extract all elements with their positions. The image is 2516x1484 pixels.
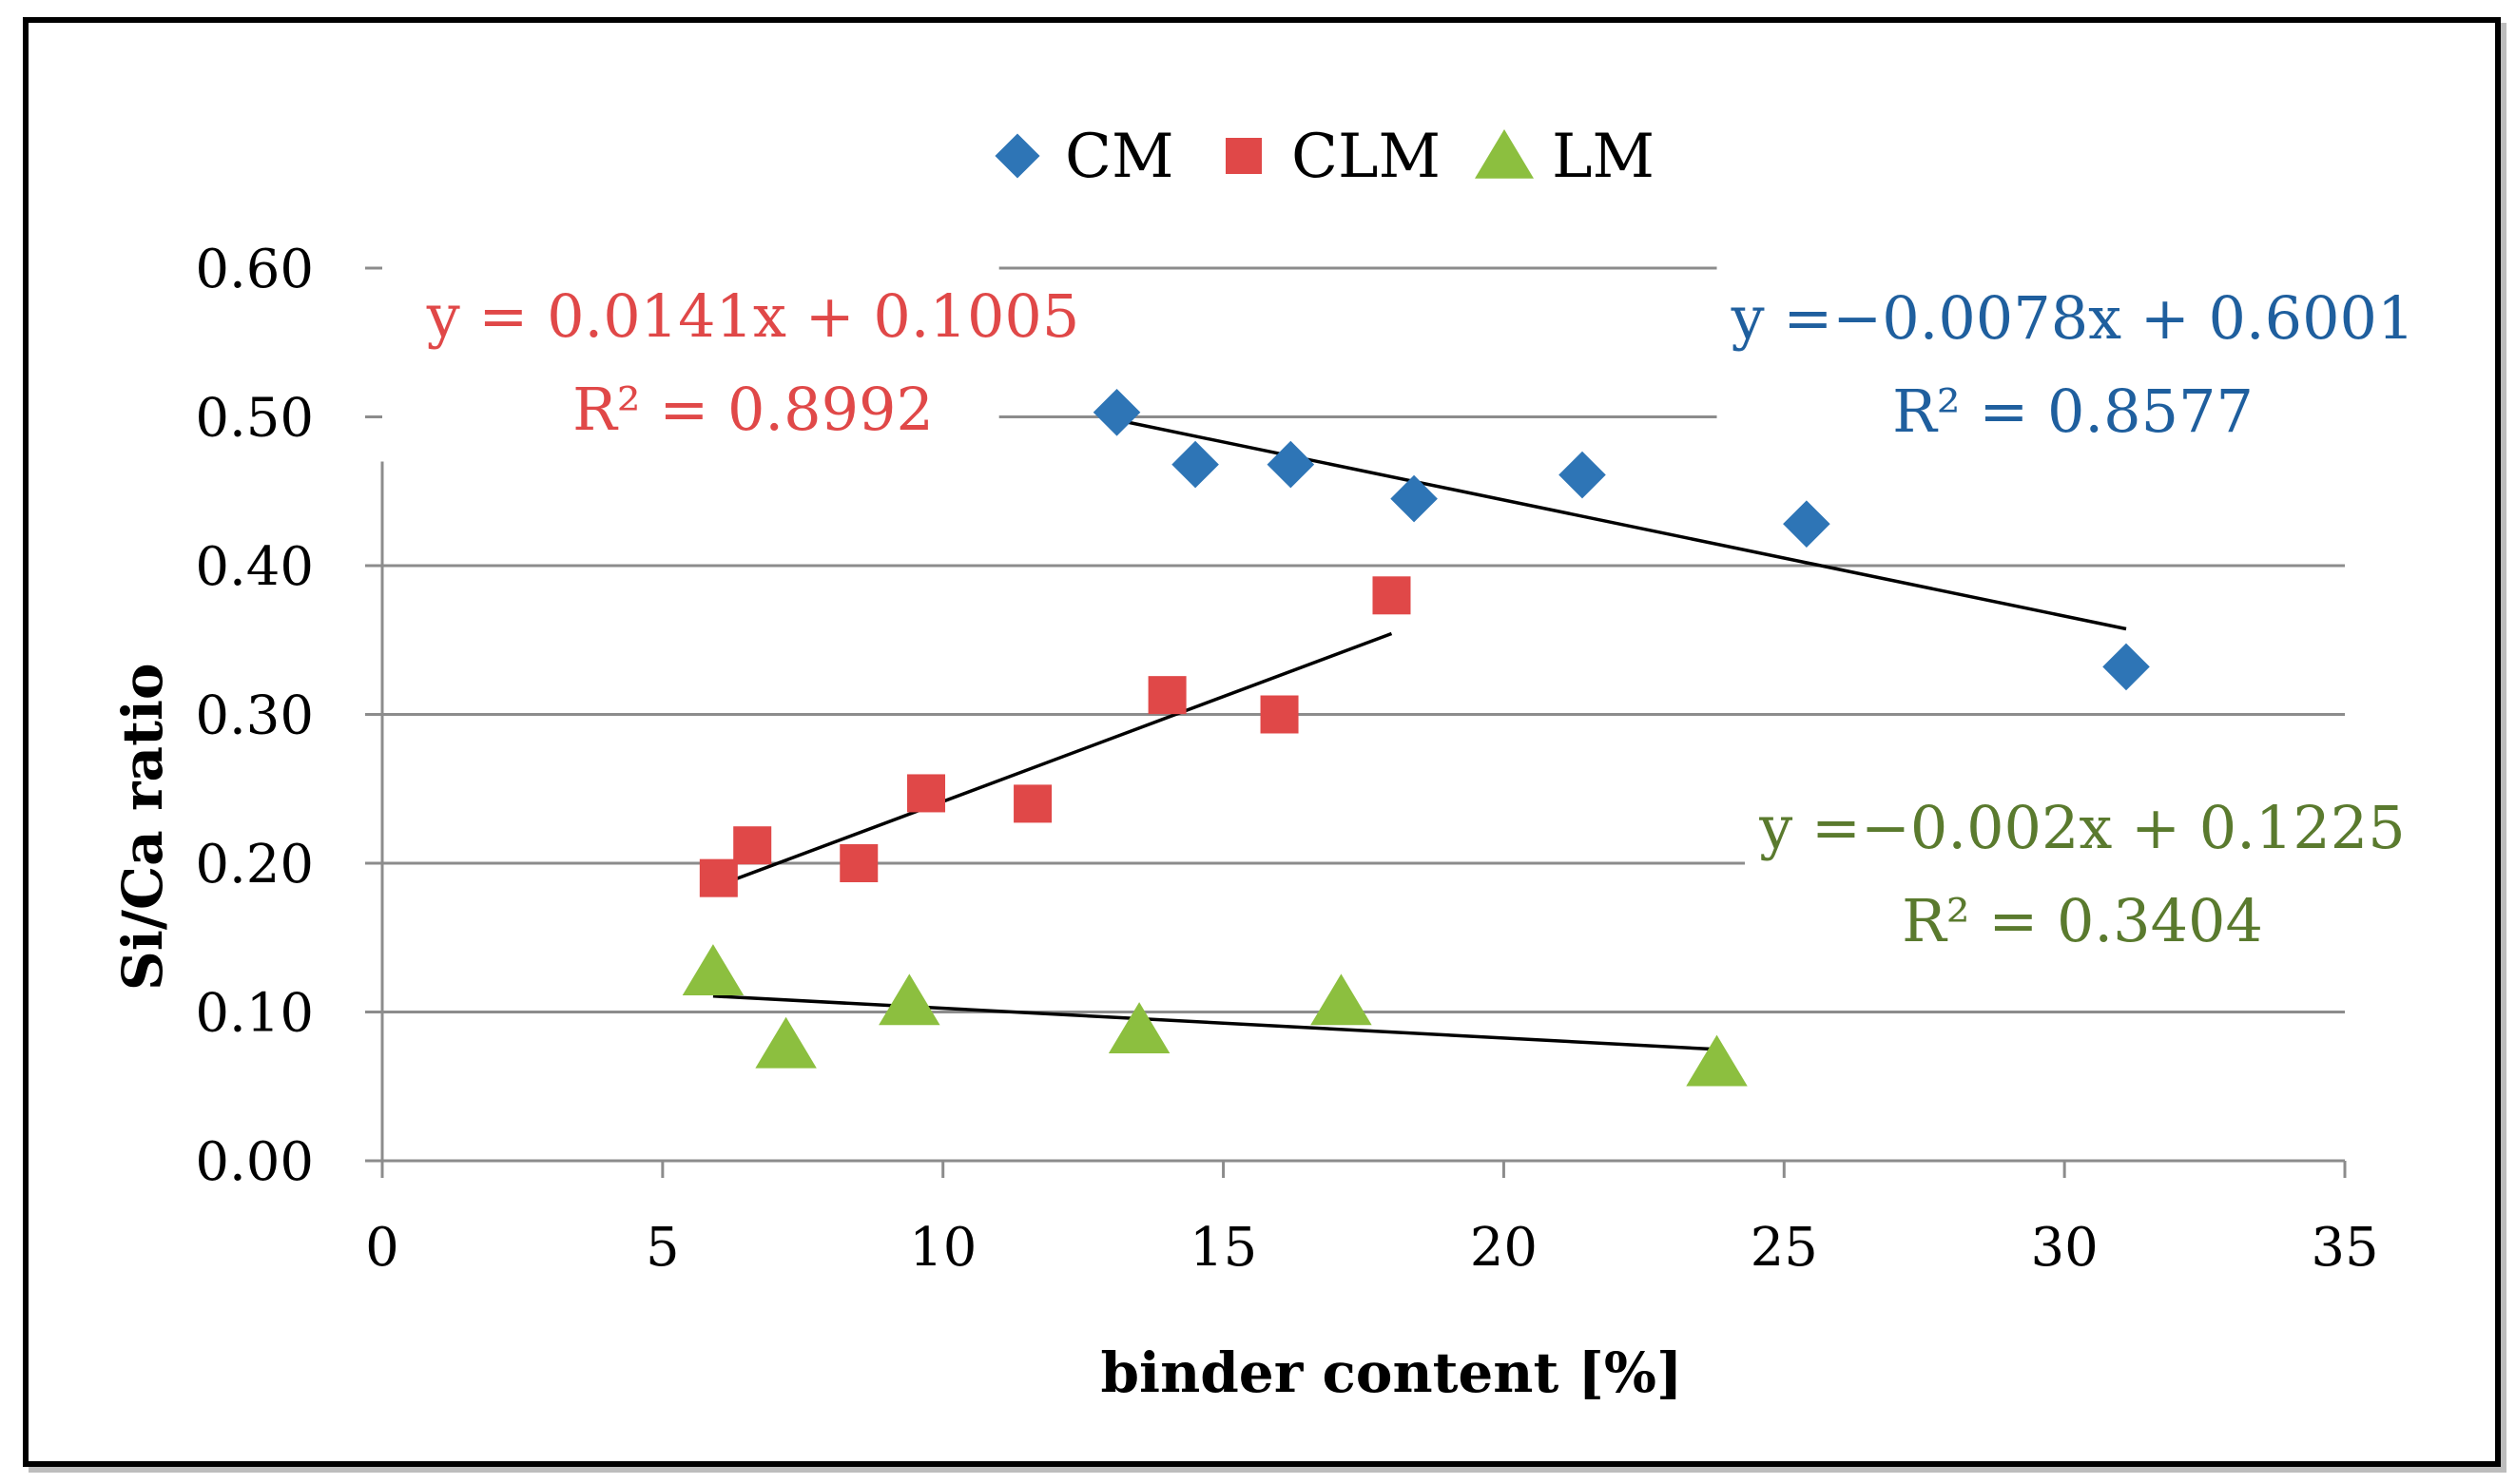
clm-point: [1372, 576, 1411, 615]
y-tick-label: 0.40: [195, 536, 314, 598]
clm-point: [1260, 695, 1299, 734]
trendline-clm: [718, 631, 1393, 887]
y-tick-label: 0.20: [195, 834, 314, 896]
y-tick-label: 0.10: [195, 983, 314, 1045]
x-tick-label: 15: [1190, 1217, 1257, 1279]
x-tick-label: 10: [909, 1217, 977, 1279]
x-tick-label: 35: [2311, 1217, 2378, 1279]
legend-marker-cm: [995, 133, 1040, 179]
trendline-cm: [1116, 418, 2127, 631]
data-markers: [682, 389, 2150, 1087]
legend-label-lm: LM: [1552, 122, 1655, 192]
cm-point: [1558, 451, 1606, 499]
cm-point: [1093, 389, 1141, 436]
labels: 0 5 10 15 20 25 30 35 0.00 0.10 0.20 0.30 0.40 0.50 0.…: [110, 122, 2414, 1405]
x-axis-title: binder content [%]: [1100, 1340, 1682, 1405]
x-tick-label: 20: [1470, 1217, 1538, 1279]
lm-point: [1108, 1002, 1171, 1054]
cm-point: [1267, 440, 1315, 489]
r-squared-cm: R² = 0.8577: [1892, 376, 2254, 446]
clm-point: [907, 774, 946, 813]
trendline-lm: [712, 994, 1717, 1051]
legend-marker-lm: [1475, 129, 1534, 179]
y-tick-label: 0.30: [195, 685, 314, 747]
legend-marker-clm: [1226, 138, 1262, 174]
cm-point: [2102, 643, 2150, 691]
y-tick-label: 0.00: [195, 1131, 314, 1193]
lm-point: [1686, 1034, 1748, 1087]
legend-label-cm: CM: [1065, 122, 1174, 192]
x-tick-label: 5: [646, 1217, 680, 1279]
x-tick-label: 30: [2031, 1217, 2099, 1279]
y-tick-label: 0.50: [195, 388, 314, 450]
x-tick-label: 25: [1751, 1217, 1818, 1279]
lm-point: [1310, 973, 1372, 1026]
chart-frame: 0 5 10 15 20 25 30 35 0.00 0.10 0.20 0.30 0.40 0.50 0.…: [23, 17, 2501, 1467]
r-squared-lm: R² = 0.3404: [1902, 886, 2263, 955]
clm-point: [699, 858, 738, 897]
clm-point: [840, 844, 879, 882]
clm-point: [1148, 676, 1187, 715]
lm-point: [879, 973, 940, 1026]
axes: [365, 266, 2347, 1178]
lm-point: [682, 944, 745, 995]
lm-point: [755, 1016, 817, 1069]
legend-label-clm: CLM: [1291, 122, 1441, 192]
scatter-chart: 0 5 10 15 20 25 30 35 0.00 0.10 0.20 0.30 0.40 0.50 0.…: [110, 122, 2414, 1405]
r-squared-clm: R² = 0.8992: [572, 375, 934, 444]
equation-cm: y =−0.0078x + 0.6001: [1731, 283, 2415, 353]
x-tick-label: 0: [365, 1217, 399, 1279]
cm-point: [1390, 474, 1438, 523]
cm-point: [1783, 500, 1830, 548]
y-axis-title: Si/Ca ratio: [110, 663, 175, 991]
y-tick-label: 0.60: [195, 239, 314, 300]
grid-lines: [382, 266, 2345, 1013]
cm-point: [1171, 440, 1219, 489]
clm-point: [733, 826, 772, 865]
equation-lm: y =−0.002x + 0.1225: [1758, 793, 2405, 862]
clm-point: [1014, 784, 1053, 823]
equation-clm: y = 0.0141x + 0.1005: [426, 281, 1080, 351]
